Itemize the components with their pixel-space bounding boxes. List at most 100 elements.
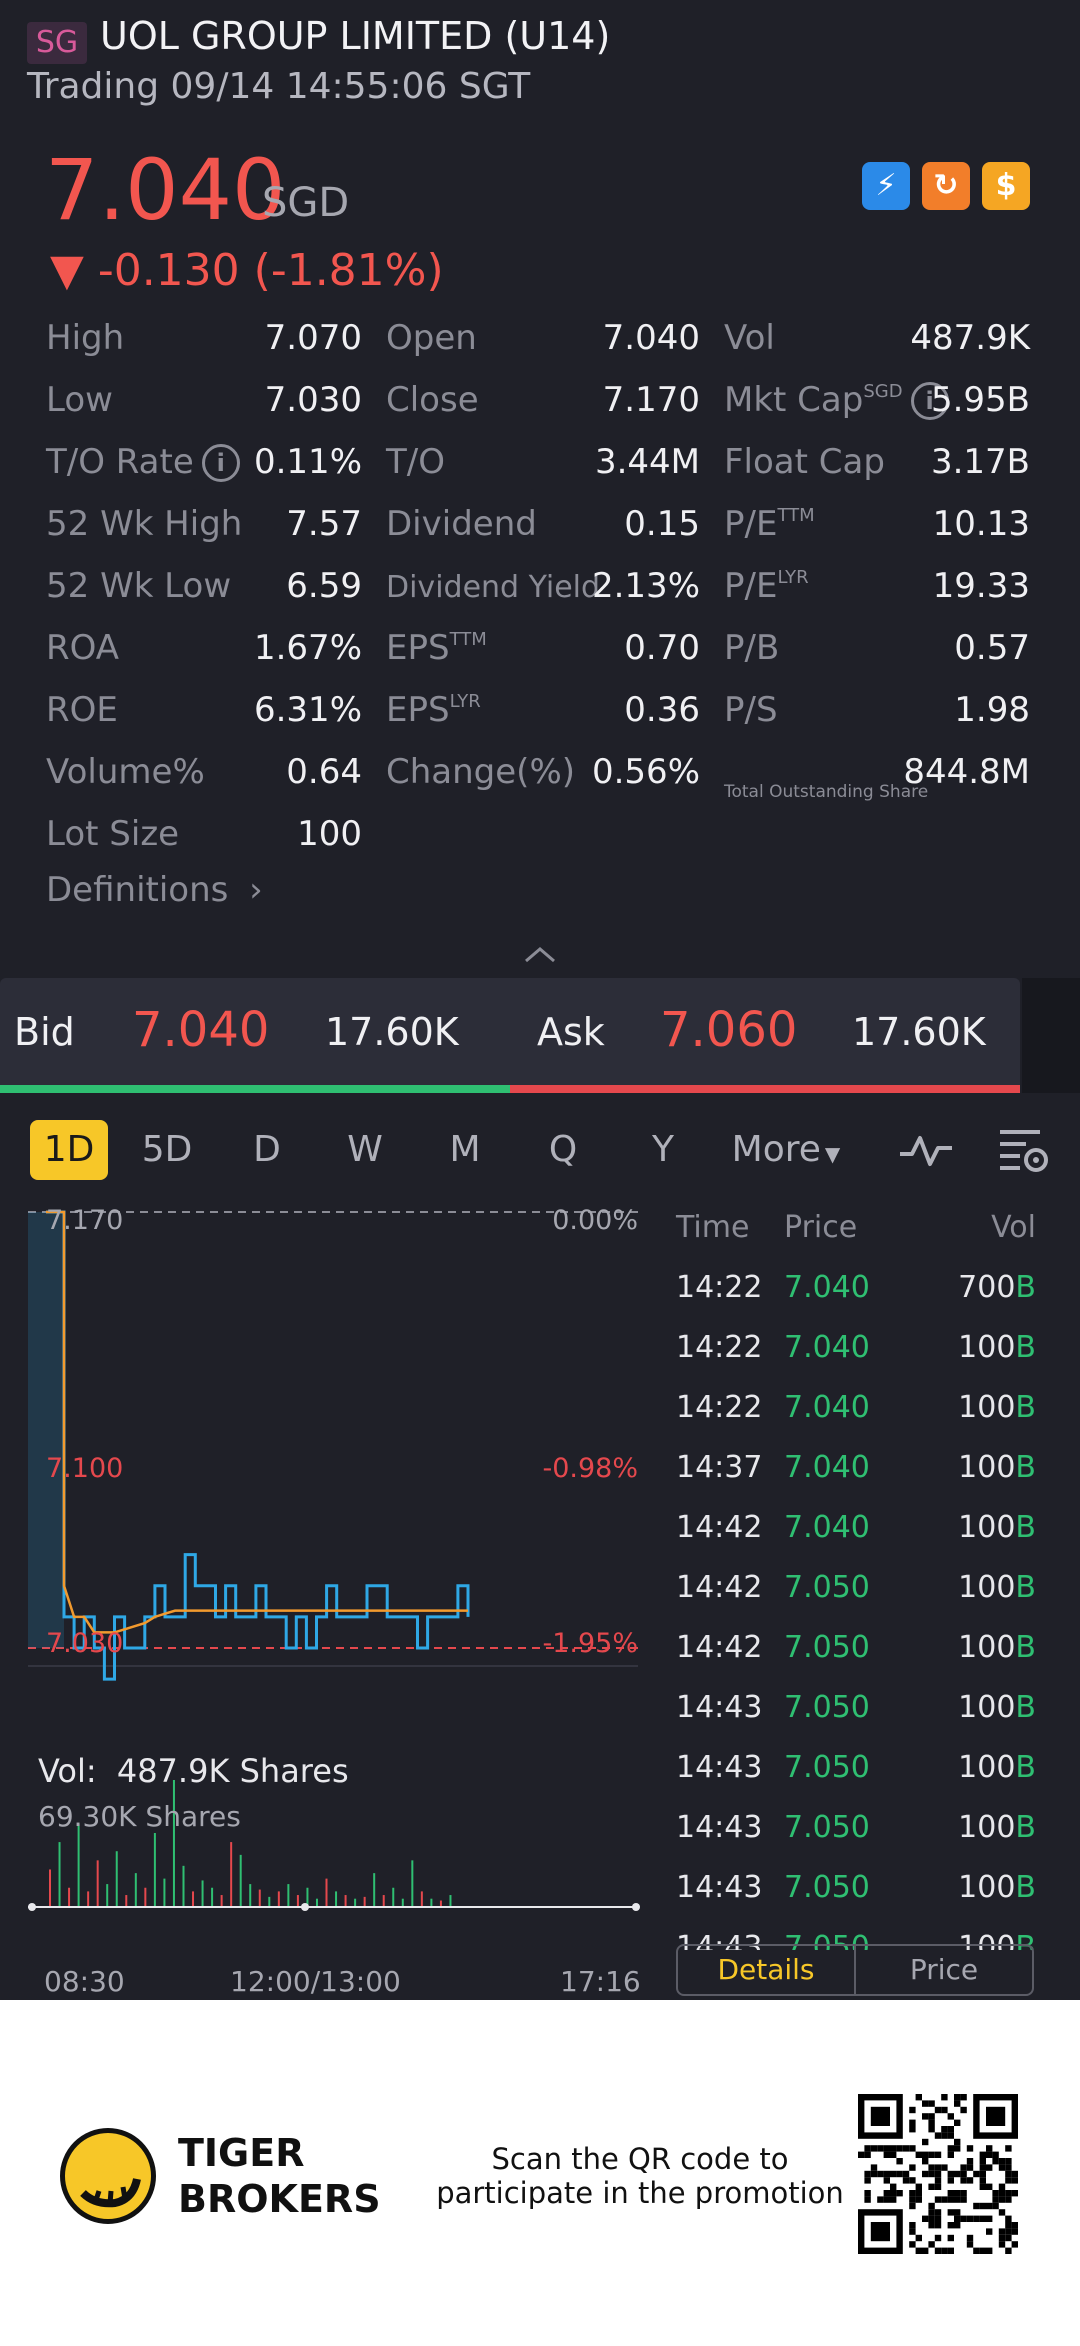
tick-volume: 100B bbox=[860, 1390, 1036, 1425]
stat-value: 0.15 bbox=[624, 504, 700, 544]
chart-settings-icon[interactable] bbox=[996, 1126, 1052, 1176]
qr-module bbox=[934, 2196, 942, 2203]
tick-volume: 100B bbox=[860, 1450, 1036, 1485]
dollar-icon[interactable]: $ bbox=[982, 162, 1030, 210]
stat-label: T/O bbox=[386, 442, 445, 482]
qr-module bbox=[1011, 2170, 1018, 2178]
qr-module bbox=[915, 2247, 922, 2254]
qr-module bbox=[909, 2241, 916, 2248]
tick-list[interactable]: 14:22 7.040 700B 14:22 7.040 100B 14:22 7.040 10… bbox=[660, 1260, 1080, 1950]
brand-line1: TIGER bbox=[178, 2131, 305, 2175]
stat-label-text: Low bbox=[46, 380, 113, 420]
qr-module bbox=[902, 2177, 910, 2184]
price-tab[interactable]: Price bbox=[854, 1944, 1034, 1996]
tick-time: 14:22 bbox=[676, 1270, 763, 1305]
qr-module bbox=[915, 2234, 922, 2242]
tab-more[interactable]: More ▼ bbox=[722, 1120, 850, 1180]
details-tab[interactable]: Details bbox=[676, 1944, 856, 1996]
qr-module bbox=[870, 2164, 878, 2171]
indicator-icon[interactable] bbox=[898, 1128, 954, 1172]
chevron-up-icon[interactable] bbox=[522, 945, 558, 965]
qr-module bbox=[941, 2196, 948, 2203]
intraday-chart[interactable]: 7.170 0.00% 7.100 -0.98% 7.030 -1.95% bbox=[28, 1200, 648, 1960]
definitions-link[interactable]: Definitions › bbox=[46, 870, 263, 910]
qr-module bbox=[966, 2215, 974, 2222]
tab-1d[interactable]: 1D bbox=[30, 1120, 108, 1180]
qr-module bbox=[941, 2094, 948, 2101]
tab-y[interactable]: Y bbox=[652, 1129, 674, 1170]
tick-row: 14:22 7.040 100B bbox=[660, 1320, 1080, 1380]
tab-5d[interactable]: 5D bbox=[141, 1129, 193, 1170]
tick-time: 14:43 bbox=[676, 1810, 763, 1845]
qr-module bbox=[934, 2177, 942, 2184]
qr-module bbox=[1005, 2228, 1012, 2235]
qr-module bbox=[966, 2234, 974, 2242]
qr-module bbox=[890, 2190, 897, 2197]
qr-module bbox=[1005, 2190, 1012, 2197]
tick-side: B bbox=[1015, 1510, 1036, 1545]
stat-value: 1.67% bbox=[253, 628, 362, 668]
qr-finder-module bbox=[986, 2106, 1006, 2126]
qr-module bbox=[883, 2170, 890, 2178]
qr-module bbox=[1011, 2241, 1018, 2248]
qr-module bbox=[934, 2247, 942, 2254]
tick-volume: 100B bbox=[860, 1810, 1036, 1845]
qr-module bbox=[998, 2183, 1006, 2190]
info-icon[interactable]: i bbox=[910, 382, 949, 420]
tab-d[interactable]: D bbox=[253, 1129, 281, 1170]
qr-module bbox=[915, 2196, 922, 2203]
tick-row: 14:42 7.040 100B bbox=[660, 1500, 1080, 1560]
tick-volume: 100B bbox=[860, 1570, 1036, 1605]
tick-volume-value: 100 bbox=[958, 1330, 1016, 1365]
qr-module bbox=[947, 2222, 954, 2229]
tick-row: 14:22 7.040 100B bbox=[660, 1380, 1080, 1440]
qr-module bbox=[928, 2164, 935, 2171]
tab-w[interactable]: W bbox=[347, 1129, 383, 1170]
tick-price: 7.040 bbox=[784, 1390, 870, 1425]
qr-module bbox=[1005, 2215, 1012, 2222]
tick-volume-value: 100 bbox=[958, 1570, 1016, 1605]
qr-module bbox=[909, 2119, 916, 2126]
stat-label-text: Lot Size bbox=[46, 814, 180, 854]
qr-module bbox=[954, 2119, 961, 2126]
tab-q[interactable]: Q bbox=[548, 1129, 578, 1170]
lightning-icon[interactable]: ⚡ bbox=[862, 162, 910, 210]
stat-label-sup: LYR bbox=[449, 691, 481, 712]
qr-module bbox=[947, 2126, 954, 2133]
qr-module bbox=[934, 2183, 942, 2190]
tiger-logo-icon bbox=[80, 2178, 141, 2208]
qr-module bbox=[928, 2100, 935, 2107]
tab-m[interactable]: M bbox=[449, 1129, 481, 1170]
qr-module bbox=[979, 2151, 986, 2158]
tick-side: B bbox=[1015, 1390, 1036, 1425]
stat-value: 3.17B bbox=[930, 442, 1030, 482]
stat-value: 1.98 bbox=[954, 690, 1030, 730]
tick-time: 14:22 bbox=[676, 1330, 763, 1365]
tick-row: 14:42 7.050 100B bbox=[660, 1620, 1080, 1680]
qr-module bbox=[1011, 2190, 1018, 2197]
tick-volume-value: 100 bbox=[958, 1390, 1016, 1425]
qr-module bbox=[928, 2202, 935, 2210]
qr-module bbox=[954, 2138, 961, 2146]
qr-module bbox=[890, 2145, 897, 2152]
qr-module bbox=[915, 2094, 922, 2101]
qr-module bbox=[941, 2164, 948, 2171]
price-bottom-label: 7.030 bbox=[46, 1628, 123, 1659]
tick-time: 14:42 bbox=[676, 1630, 763, 1665]
stat-label-text: Dividend Yield bbox=[386, 570, 601, 605]
qr-module bbox=[947, 2145, 954, 2152]
stat-label-text: P/S bbox=[724, 690, 778, 730]
qr-code[interactable] bbox=[858, 2094, 1018, 2254]
swap-icon[interactable]: ↻ bbox=[922, 162, 970, 210]
qr-module bbox=[864, 2151, 871, 2158]
qr-module bbox=[947, 2113, 954, 2120]
qr-module bbox=[928, 2126, 935, 2133]
caret-down-icon: ▼ bbox=[824, 1142, 841, 1166]
stat-label: EPSLYR bbox=[386, 690, 481, 730]
stat-label-text: EPS bbox=[386, 690, 450, 730]
info-icon[interactable]: i bbox=[201, 444, 240, 482]
qr-module bbox=[947, 2151, 954, 2158]
qr-module bbox=[954, 2100, 961, 2107]
tick-side: B bbox=[1015, 1690, 1036, 1725]
qr-module bbox=[1005, 2145, 1012, 2152]
